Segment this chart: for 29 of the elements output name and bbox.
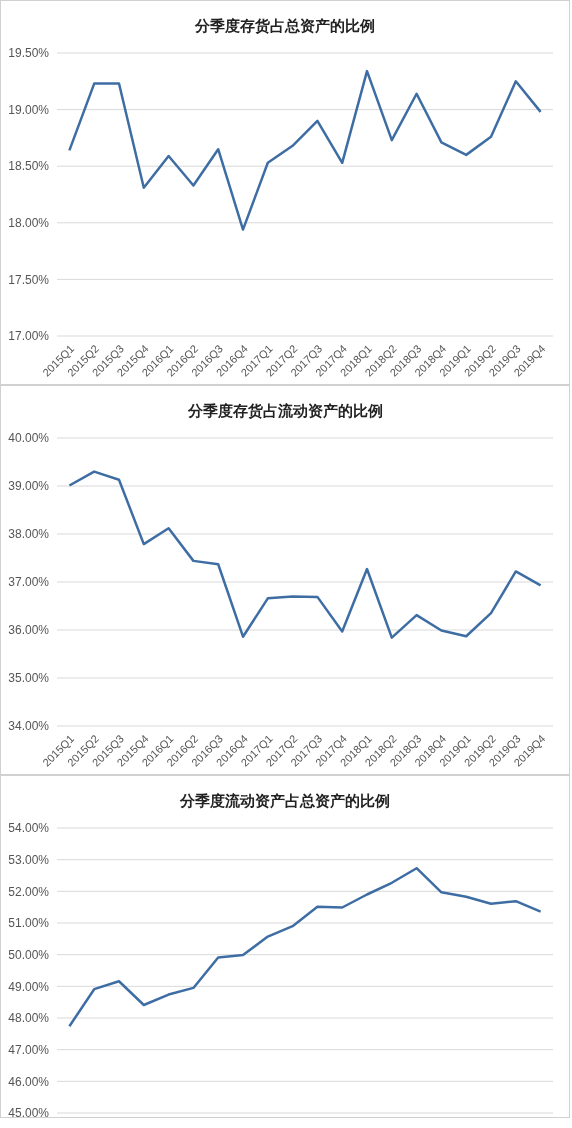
chart-title: 分季度流动资产占总资产的比例 xyxy=(179,791,391,811)
line-series xyxy=(68,866,542,1028)
y-tick-label: 54.00% xyxy=(8,821,50,836)
y-tick-label: 46.00% xyxy=(8,1074,50,1089)
y-tick-label: 19.50% xyxy=(8,46,50,61)
y-tick-label: 39.00% xyxy=(8,479,50,494)
chart-title: 分季度存货占流动资产的比例 xyxy=(186,401,384,421)
y-tick-label: 36.00% xyxy=(8,623,50,638)
y-tick-label: 38.00% xyxy=(8,527,50,542)
y-tick-label: 19.00% xyxy=(8,102,50,117)
y-tick-label: 49.00% xyxy=(8,979,50,994)
y-tick-label: 50.00% xyxy=(8,947,50,962)
y-tick-label: 48.00% xyxy=(8,1011,50,1026)
y-tick-label: 53.00% xyxy=(8,852,50,867)
y-tick-label: 37.00% xyxy=(8,575,50,590)
y-tick-label: 40.00% xyxy=(8,431,50,446)
y-tick-label: 18.50% xyxy=(8,159,50,174)
y-tick-label: 35.00% xyxy=(8,671,50,686)
y-tick-label: 51.00% xyxy=(8,916,50,931)
chart-title: 分季度存货占总资产的比例 xyxy=(194,16,376,36)
y-tick-label: 17.50% xyxy=(8,272,50,287)
y-tick-label: 52.00% xyxy=(8,884,50,899)
y-tick-label: 47.00% xyxy=(8,1042,50,1057)
y-tick-label: 45.00% xyxy=(8,1106,50,1121)
line-series xyxy=(68,69,542,231)
y-tick-label: 17.00% xyxy=(8,329,50,344)
y-tick-label: 34.00% xyxy=(8,719,50,734)
y-tick-label: 18.00% xyxy=(8,216,50,231)
line-series xyxy=(68,470,542,639)
